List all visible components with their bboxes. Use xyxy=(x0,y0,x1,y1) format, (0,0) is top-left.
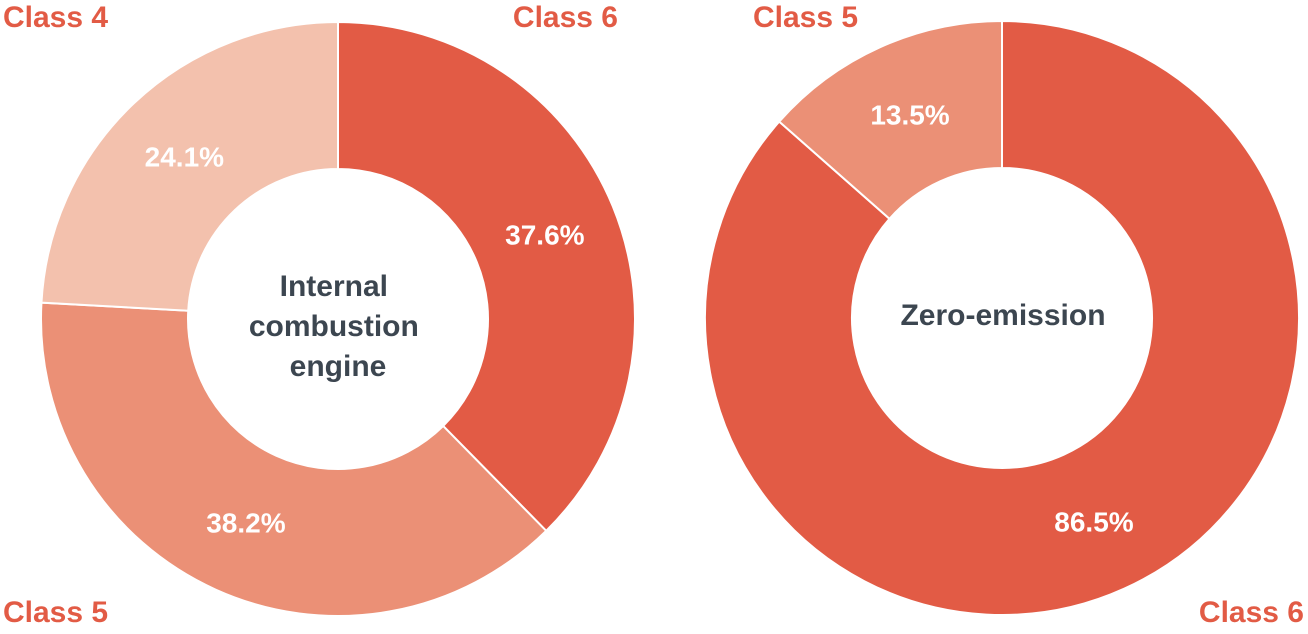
ice-value-label-class6: 37.6% xyxy=(505,219,584,250)
ze-slice-class6 xyxy=(704,19,1300,616)
ze-center-title: Zero-emission xyxy=(900,299,1105,332)
ice-center-title: Internal combustion engine xyxy=(249,270,427,383)
ice-donut: 37.6% 38.2% 24.1% Internal combustion engi… xyxy=(40,20,636,617)
ice-slice-class5 xyxy=(40,301,548,617)
ice-class5-label: Class 5 xyxy=(3,596,108,629)
ze-slice-class5 xyxy=(777,19,1003,221)
ice-class4-label: Class 4 xyxy=(3,1,108,34)
ze-donut: 86.5% 13.5% Zero-emission xyxy=(704,19,1300,616)
ice-value-label-class4: 24.1% xyxy=(145,142,224,173)
ze-value-label-class6: 86.5% xyxy=(1054,507,1133,538)
ze-class5-label: Class 5 xyxy=(753,1,858,34)
ice-class6-label: Class 6 xyxy=(513,1,618,34)
ze-class6-label: Class 6 xyxy=(1199,596,1304,629)
ice-value-label-class5: 38.2% xyxy=(206,508,285,539)
ice-slice-class4 xyxy=(40,20,339,312)
ice-slice-class6 xyxy=(337,20,636,533)
ze-value-label-class5: 13.5% xyxy=(870,99,949,130)
